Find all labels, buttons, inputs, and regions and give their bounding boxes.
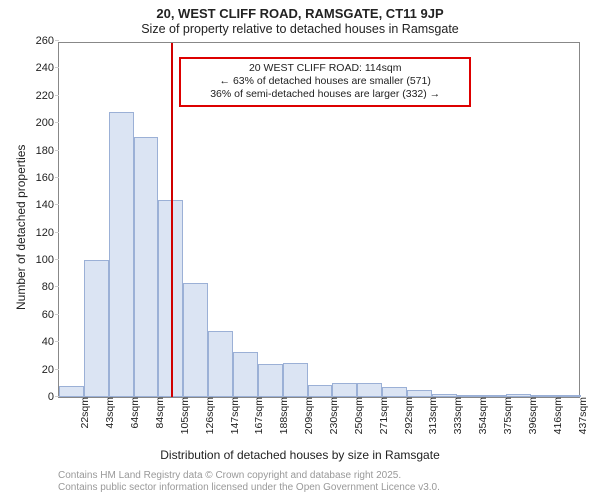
x-tick-label: 188sqm bbox=[276, 397, 290, 434]
y-tick-mark bbox=[55, 341, 59, 342]
x-tick-label: 126sqm bbox=[202, 397, 216, 434]
x-tick-label: 271sqm bbox=[376, 397, 390, 434]
y-tick-mark bbox=[55, 232, 59, 233]
y-tick-label: 100 bbox=[36, 254, 59, 266]
x-tick-label: 333sqm bbox=[450, 397, 464, 434]
y-tick-mark bbox=[55, 40, 59, 41]
x-tick-label: 416sqm bbox=[550, 397, 564, 434]
x-tick-label: 84sqm bbox=[152, 397, 166, 429]
y-tick-label: 160 bbox=[36, 172, 59, 184]
x-axis-label: Distribution of detached houses by size … bbox=[0, 448, 600, 462]
y-tick-mark bbox=[55, 150, 59, 151]
histogram-bar bbox=[233, 352, 258, 397]
histogram-bar bbox=[308, 385, 333, 397]
y-axis-label: Number of detached properties bbox=[14, 145, 28, 310]
histogram-bar bbox=[332, 383, 357, 397]
chart-subtitle: Size of property relative to detached ho… bbox=[0, 22, 600, 36]
x-tick-label: 147sqm bbox=[227, 397, 241, 434]
x-tick-label: 375sqm bbox=[500, 397, 514, 434]
annotation-line: 36% of semi-detached houses are larger (… bbox=[186, 88, 464, 101]
y-tick-mark bbox=[55, 95, 59, 96]
histogram-bar bbox=[283, 363, 308, 397]
y-tick-mark bbox=[55, 314, 59, 315]
histogram-bar bbox=[59, 386, 84, 397]
annotation-box: 20 WEST CLIFF ROAD: 114sqm← 63% of detac… bbox=[179, 57, 471, 106]
y-tick-label: 260 bbox=[36, 35, 59, 47]
y-tick-mark bbox=[55, 204, 59, 205]
x-tick-label: 22sqm bbox=[77, 397, 91, 429]
y-tick-label: 200 bbox=[36, 117, 59, 129]
chart-title: 20, WEST CLIFF ROAD, RAMSGATE, CT11 9JP bbox=[0, 6, 600, 21]
y-tick-label: 0 bbox=[48, 391, 59, 403]
y-tick-label: 120 bbox=[36, 227, 59, 239]
x-tick-label: 396sqm bbox=[525, 397, 539, 434]
credits-line-1: Contains HM Land Registry data © Crown c… bbox=[58, 470, 440, 482]
histogram-bar bbox=[208, 331, 233, 397]
x-tick-label: 64sqm bbox=[127, 397, 141, 429]
histogram-bar bbox=[382, 387, 407, 397]
x-tick-label: 354sqm bbox=[475, 397, 489, 434]
y-tick-label: 140 bbox=[36, 199, 59, 211]
histogram-chart: 20, WEST CLIFF ROAD, RAMSGATE, CT11 9JP … bbox=[0, 0, 600, 500]
y-tick-label: 20 bbox=[42, 364, 59, 376]
y-tick-mark bbox=[55, 177, 59, 178]
y-tick-mark bbox=[55, 122, 59, 123]
histogram-bar bbox=[109, 112, 134, 397]
y-tick-label: 60 bbox=[42, 309, 59, 321]
y-tick-label: 220 bbox=[36, 90, 59, 102]
x-tick-label: 250sqm bbox=[351, 397, 365, 434]
histogram-bar bbox=[84, 260, 109, 397]
plot-area: 20 WEST CLIFF ROAD: 114sqm← 63% of detac… bbox=[58, 42, 580, 398]
annotation-line: ← 63% of detached houses are smaller (57… bbox=[186, 75, 464, 88]
histogram-bar bbox=[183, 283, 208, 397]
y-tick-mark bbox=[55, 396, 59, 397]
annotation-line: 20 WEST CLIFF ROAD: 114sqm bbox=[186, 62, 464, 75]
x-tick-label: 209sqm bbox=[301, 397, 315, 434]
y-tick-mark bbox=[55, 259, 59, 260]
credits-line-2: Contains public sector information licen… bbox=[58, 482, 440, 494]
y-tick-mark bbox=[55, 67, 59, 68]
credits-text: Contains HM Land Registry data © Crown c… bbox=[58, 470, 440, 494]
y-tick-label: 40 bbox=[42, 336, 59, 348]
x-tick-label: 437sqm bbox=[575, 397, 589, 434]
histogram-bar bbox=[134, 137, 159, 397]
x-tick-label: 167sqm bbox=[251, 397, 265, 434]
y-tick-label: 240 bbox=[36, 62, 59, 74]
x-tick-label: 105sqm bbox=[177, 397, 191, 434]
histogram-bar bbox=[357, 383, 382, 397]
y-tick-mark bbox=[55, 369, 59, 370]
y-tick-mark bbox=[55, 286, 59, 287]
y-tick-label: 180 bbox=[36, 145, 59, 157]
x-tick-label: 313sqm bbox=[425, 397, 439, 434]
y-tick-label: 80 bbox=[42, 281, 59, 293]
histogram-bar bbox=[258, 364, 283, 397]
x-tick-label: 292sqm bbox=[401, 397, 415, 434]
histogram-bar bbox=[407, 390, 432, 397]
x-tick-label: 43sqm bbox=[102, 397, 116, 429]
x-tick-label: 230sqm bbox=[326, 397, 340, 434]
property-marker-line bbox=[171, 43, 173, 397]
